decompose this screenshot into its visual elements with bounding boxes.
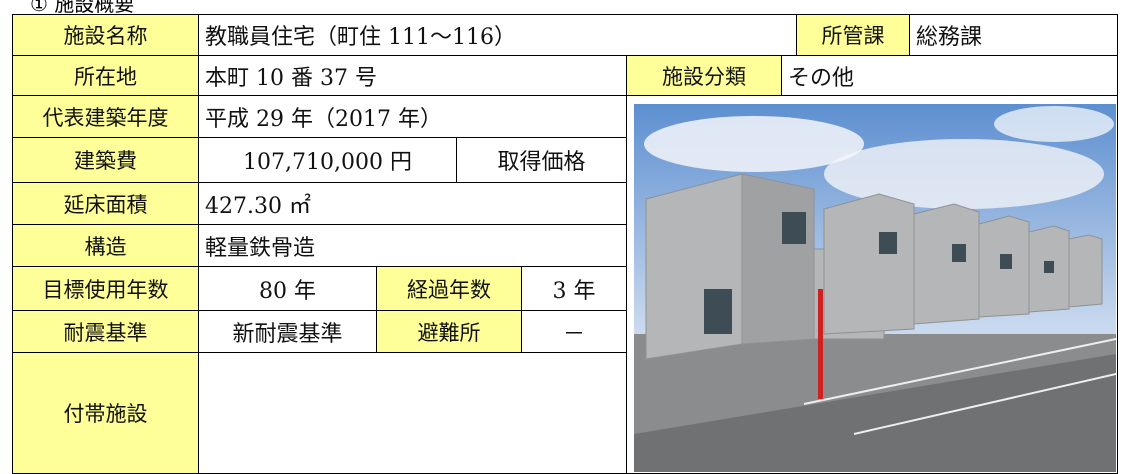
- field-label: 施設分類: [626, 55, 782, 96]
- field-value: 取得価格: [456, 137, 627, 183]
- field-label: 付帯施設: [12, 352, 199, 474]
- field-value: －: [521, 310, 627, 353]
- field-label: 所管課: [796, 14, 910, 56]
- field-label: 避難所: [376, 310, 522, 353]
- section-title: ① 施設概要: [30, 0, 135, 16]
- field-label: 構造: [12, 224, 199, 267]
- field-label: 経過年数: [376, 266, 522, 311]
- field-value: 教職員住宅（町住 111～116）: [198, 14, 797, 56]
- field-label: 延床面積: [12, 182, 199, 225]
- empty-cell: [198, 352, 627, 474]
- field-value: 本町 10 番 37 号: [198, 55, 627, 96]
- field-label: 所在地: [12, 55, 199, 96]
- field-label: 目標使用年数: [12, 266, 199, 311]
- field-value: 新耐震基準: [198, 310, 377, 353]
- field-label: 耐震基準: [12, 310, 199, 353]
- field-label: 施設名称: [12, 14, 199, 56]
- field-value: 総務課: [909, 14, 1118, 56]
- field-value: 80 年: [198, 266, 377, 311]
- field-value: 427.30 ㎡: [198, 182, 627, 225]
- field-value: 軽量鉄骨造: [198, 224, 627, 267]
- field-value: 3 年: [521, 266, 627, 311]
- field-value: 平成 29 年（2017 年）: [198, 95, 627, 138]
- field-label: 代表建築年度: [12, 95, 199, 138]
- field-value: その他: [781, 55, 1118, 96]
- field-label: 建築費: [12, 137, 199, 183]
- field-value: 107,710,000 円: [198, 137, 457, 183]
- building-photo: [634, 104, 1116, 472]
